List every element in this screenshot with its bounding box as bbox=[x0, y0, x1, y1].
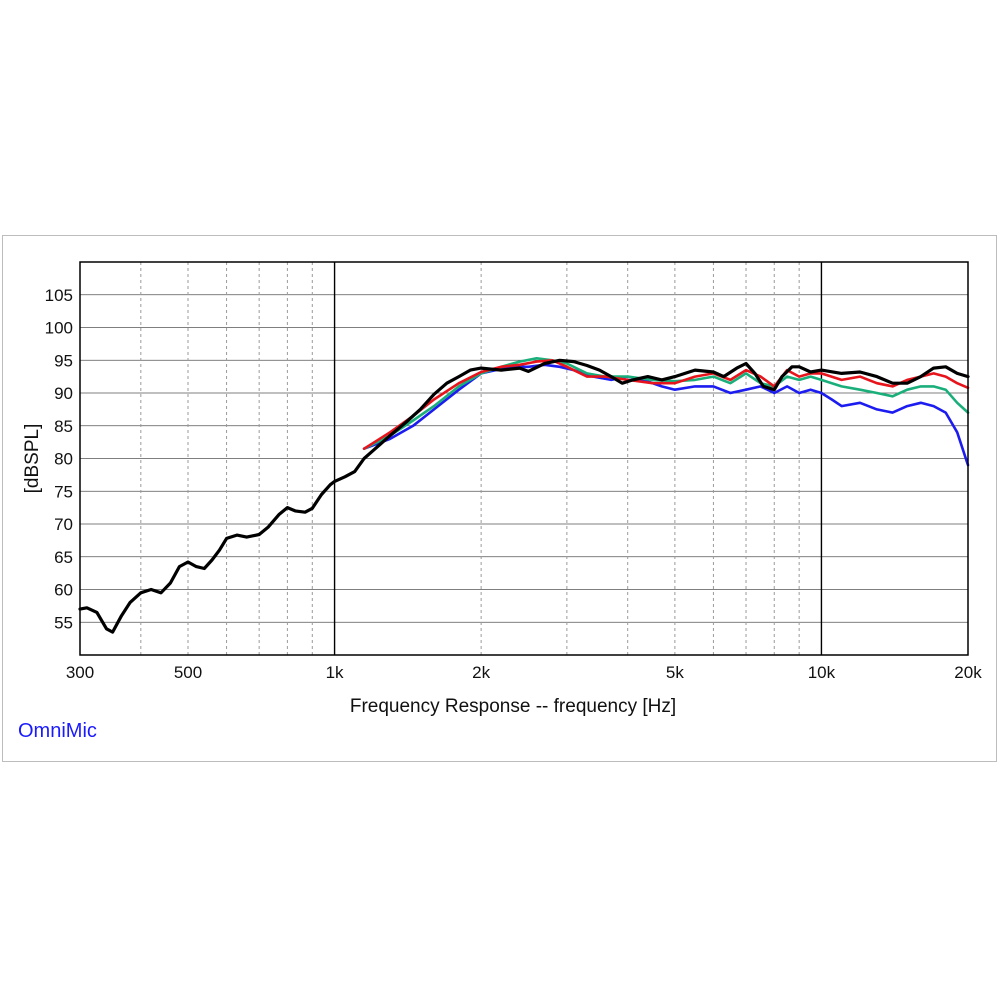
y-tick-label: 70 bbox=[54, 515, 73, 534]
grid-lines bbox=[80, 262, 968, 655]
y-tick-label: 85 bbox=[54, 417, 73, 436]
y-tick-label: 65 bbox=[54, 548, 73, 567]
y-tick-label: 80 bbox=[54, 450, 73, 469]
x-tick-label: 5k bbox=[666, 663, 684, 682]
y-tick-label: 90 bbox=[54, 384, 73, 403]
series-line-2 bbox=[362, 357, 970, 450]
x-tick-label: 20k bbox=[954, 663, 982, 682]
series-lines bbox=[78, 357, 970, 634]
x-tick-label: 300 bbox=[66, 663, 94, 682]
series-line-3 bbox=[362, 359, 970, 450]
series-line-1 bbox=[362, 363, 970, 467]
x-axis-title: Frequency Response -- frequency [Hz] bbox=[350, 696, 676, 717]
y-tick-label: 100 bbox=[45, 319, 73, 338]
chart-frame bbox=[2, 235, 997, 762]
y-tick-label: 95 bbox=[54, 351, 73, 370]
plot-border bbox=[79, 261, 969, 656]
y-tick-labels: 55 60 65 70 75 80 85 90 95 100 105 bbox=[45, 286, 73, 633]
y-tick-label: 60 bbox=[54, 581, 73, 600]
y-tick-label: 75 bbox=[54, 482, 73, 501]
x-tick-label: 10k bbox=[808, 663, 836, 682]
x-tick-label: 2k bbox=[472, 663, 490, 682]
y-tick-label: 55 bbox=[54, 613, 73, 632]
x-tick-label: 1k bbox=[326, 663, 344, 682]
x-tick-label: 500 bbox=[174, 663, 202, 682]
y-tick-label: 105 bbox=[45, 286, 73, 305]
x-tick-labels: 300 500 1k 2k 5k 10k 20k bbox=[66, 663, 982, 682]
y-axis-title: [dBSPL] bbox=[22, 424, 43, 494]
brand-label: OmniMic bbox=[18, 720, 97, 742]
series-line-4 bbox=[78, 358, 970, 634]
